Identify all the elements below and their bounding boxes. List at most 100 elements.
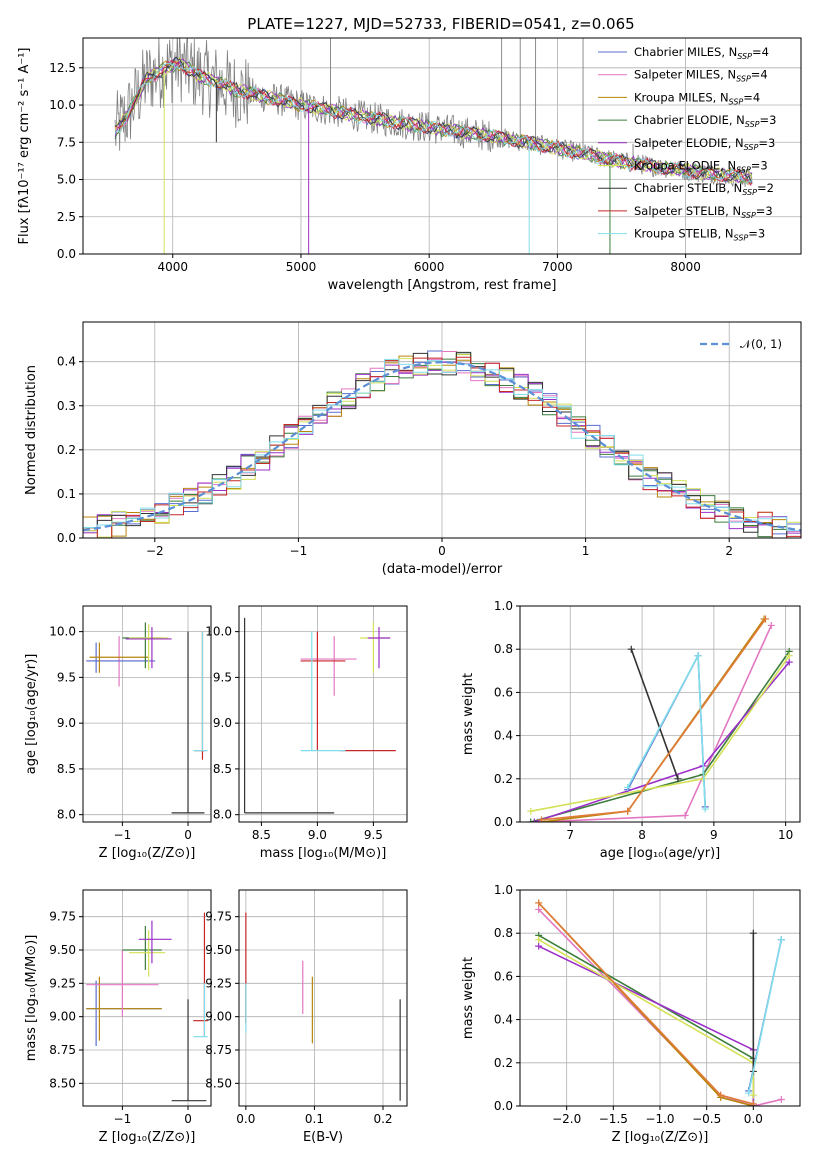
legend-entry: Kroupa STELIB, NSSP=3	[634, 227, 765, 243]
y-tick-label: 9.0	[57, 716, 76, 730]
y-tick-label: 0.2	[57, 443, 76, 457]
y-axis-label: Flux [fλ10⁻¹⁷ erg cm⁻² s⁻¹ A⁻¹]	[17, 48, 32, 245]
plot-area	[83, 350, 801, 538]
y-tick-label: 0.4	[494, 729, 513, 743]
y-tick-label: 1.0	[494, 599, 513, 613]
x-tick-label: −0.5	[692, 1112, 721, 1126]
weight-marker	[527, 818, 535, 822]
panel-residuals: −2 −1 0 1 2 0.0 0.1 0.2 0.3 0.4 (data-model)/error…	[24, 321, 802, 577]
y-tick-label: 0.8	[494, 926, 513, 940]
weight-marker	[530, 818, 538, 822]
y-tick-label: 0.4	[57, 355, 76, 369]
axes-frame	[82, 321, 802, 539]
plot-area	[86, 622, 208, 814]
model-spectrum	[114, 58, 753, 184]
y-axis-label: mass weight	[461, 673, 476, 755]
x-tick-label: 6000	[414, 260, 445, 274]
weight-marker	[527, 807, 535, 815]
y-axis-label: mass [log₁₀(M/M⊙)]	[24, 935, 39, 1062]
weight-marker	[749, 929, 757, 937]
y-tick-label: 0.0	[494, 815, 513, 829]
weight-marker	[785, 658, 793, 666]
x-axis-label: mass [log₁₀(M/M⊙)]	[260, 846, 387, 861]
y-tick-label: 8.75	[49, 1043, 76, 1057]
legend-entry: Chabrier MILES, NSSP=4	[634, 45, 769, 61]
x-tick-label: 1	[582, 544, 590, 558]
y-tick-label: 9.50	[49, 943, 76, 957]
axes-frame	[82, 605, 212, 823]
x-tick-label: −2	[146, 544, 164, 558]
x-axis-label: Z [log₁₀(Z/Z⊙)]	[99, 1130, 196, 1145]
weight-marker	[777, 936, 785, 944]
y-tick-label: 9.25	[205, 976, 232, 990]
plot-area	[245, 912, 401, 1101]
y-axis-label: mass weight	[461, 957, 476, 1039]
y-tick-label: 9.50	[205, 943, 232, 957]
legend-entry: Kroupa MILES, NSSP=4	[634, 90, 760, 106]
x-tick-label: 8000	[670, 260, 701, 274]
x-tick-label: 5000	[286, 260, 317, 274]
x-tick-label: −1.0	[645, 1112, 674, 1126]
weight-series	[630, 648, 679, 780]
axes-frame	[519, 889, 801, 1107]
axes-frame	[238, 605, 408, 823]
y-tick-label: 9.00	[49, 1010, 76, 1024]
weight-marker	[749, 1091, 757, 1099]
residual-histogram	[83, 358, 801, 538]
y-tick-label: 2.5	[57, 210, 76, 224]
y-tick-label: 8.50	[49, 1076, 76, 1090]
x-tick-label: −1	[114, 1112, 132, 1126]
legend-spectrum: Chabrier MILES, NSSP=4 Salpeter MILES, NS…	[598, 45, 776, 243]
y-tick-label: 0.3	[57, 399, 76, 413]
x-axis-label: wavelength [Angstrom, rest frame]	[328, 278, 557, 293]
weight-marker	[535, 942, 543, 950]
weight-marker	[535, 905, 543, 913]
y-tick-label: 10.0	[49, 98, 76, 112]
x-tick-label: 9.0	[308, 828, 327, 842]
legend-entry: 𝒩(0, 1)	[740, 337, 782, 351]
x-axis-label: E(B-V)	[303, 1130, 343, 1145]
axes-frame	[238, 889, 408, 1107]
y-tick-label: 0.0	[57, 531, 76, 545]
x-tick-label: 8	[638, 828, 646, 842]
legend-entry: Salpeter MILES, NSSP=4	[634, 68, 768, 84]
plot-area	[244, 617, 396, 814]
x-tick-label: 0.0	[744, 1112, 763, 1126]
weight-series	[538, 908, 782, 1106]
weight-marker	[681, 812, 689, 820]
y-tick-label: 8.0	[57, 808, 76, 822]
model-spectrum	[114, 62, 753, 185]
y-tick-label: 7.5	[57, 135, 76, 149]
weight-marker	[717, 1091, 725, 1099]
x-tick-label: 0.0	[236, 1112, 255, 1126]
y-tick-label: 0.1	[57, 487, 76, 501]
model-spectrum	[114, 56, 753, 182]
axes-frame	[82, 37, 802, 255]
y-tick-label: 8.5	[213, 762, 232, 776]
y-tick-label: 8.75	[205, 1043, 232, 1057]
y-tick-label: 0.2	[494, 1056, 513, 1070]
x-tick-label: 4000	[157, 260, 188, 274]
legend-entry: Chabrier ELODIE, NSSP=3	[634, 113, 776, 129]
plot-area	[535, 899, 785, 1106]
y-tick-label: 8.5	[57, 762, 76, 776]
x-tick-label: 9	[710, 828, 718, 842]
x-tick-label: 10	[778, 828, 793, 842]
y-tick-label: 0.0	[494, 1099, 513, 1113]
x-tick-label: −2.0	[552, 1112, 581, 1126]
residual-histogram	[83, 356, 801, 538]
panel-mass_vs_EBV: 0.0 0.1 0.2 8.50 8.75 9.00 9.25 9.50 9.75 E(B-V)	[205, 889, 408, 1145]
x-tick-label: −1.5	[599, 1112, 628, 1126]
x-axis-label: (data-model)/error	[382, 562, 503, 577]
axes-frame	[519, 605, 801, 823]
weight-series	[530, 655, 790, 812]
x-tick-label: 7000	[542, 260, 573, 274]
x-axis-label: Z [log₁₀(Z/Z⊙)]	[612, 1130, 709, 1145]
x-tick-label: 2	[725, 544, 733, 558]
weight-series	[534, 661, 790, 822]
x-tick-label: 0	[438, 544, 446, 558]
panel-age_vs_Z: −1 0 8.0 8.5 9.0 9.5 10.0 Z [log₁₀(Z/Z⊙)] age [l…	[24, 605, 212, 861]
x-tick-label: 9.5	[364, 828, 383, 842]
y-tick-label: 0.0	[57, 247, 76, 261]
